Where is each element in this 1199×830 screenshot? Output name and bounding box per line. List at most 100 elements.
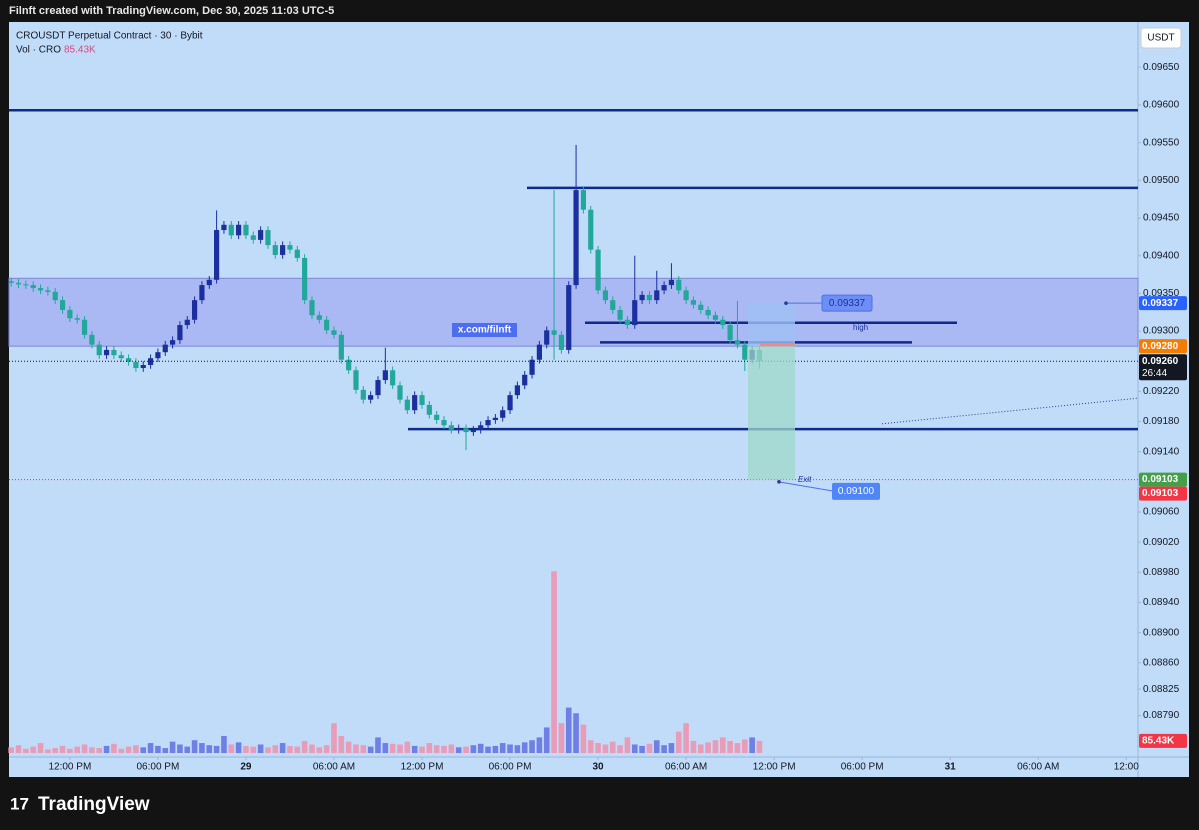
candle-body bbox=[580, 190, 587, 210]
candle-body bbox=[507, 395, 513, 411]
candle-body bbox=[500, 410, 506, 418]
candle-body bbox=[15, 282, 22, 285]
price-tag-countdown: 26:44 bbox=[1142, 368, 1167, 379]
currency-box[interactable] bbox=[1140, 27, 1182, 49]
candle-body bbox=[727, 325, 733, 341]
volume-bar bbox=[96, 748, 103, 753]
trend-line bbox=[881, 397, 1139, 425]
y-tick-label: 0.08940 bbox=[1143, 597, 1180, 608]
candle-body bbox=[67, 309, 73, 319]
volume-bar bbox=[734, 743, 741, 753]
volume-bar bbox=[155, 745, 161, 753]
volume-bar bbox=[492, 745, 499, 753]
candle-body bbox=[125, 358, 132, 362]
candle-body bbox=[184, 319, 190, 326]
volume-bar bbox=[235, 742, 242, 753]
x-tick-label: 06:00 PM bbox=[137, 762, 180, 773]
candle-body bbox=[375, 380, 381, 396]
candle-body bbox=[228, 224, 234, 236]
marker-dot bbox=[777, 480, 781, 484]
candle-body bbox=[514, 385, 520, 396]
candle-body bbox=[404, 399, 410, 411]
volume-bar bbox=[521, 742, 528, 753]
candle-body bbox=[199, 285, 205, 301]
volume-bar bbox=[441, 745, 447, 753]
volume-bar bbox=[646, 743, 653, 753]
candle-body bbox=[96, 344, 102, 356]
x-tick-label: 06:00 AM bbox=[1017, 762, 1059, 773]
y-tick-label: 0.09350 bbox=[1143, 288, 1180, 299]
candle-body bbox=[720, 319, 726, 326]
price-tag-label: 0.09103 bbox=[1142, 474, 1179, 485]
volume-bar bbox=[103, 745, 110, 753]
candle-body bbox=[661, 285, 667, 291]
price-tag bbox=[1139, 486, 1187, 501]
volume-bar bbox=[573, 713, 579, 753]
volume-bar bbox=[191, 740, 198, 753]
level-label: high bbox=[853, 323, 868, 332]
y-tick-label: 0.08860 bbox=[1143, 657, 1180, 668]
candle-body bbox=[536, 344, 542, 360]
x-tick-label: 06:00 PM bbox=[489, 762, 532, 773]
volume-bar bbox=[375, 737, 381, 753]
candle-body bbox=[397, 385, 403, 400]
volume-bar bbox=[595, 743, 601, 753]
volume-bar bbox=[199, 743, 205, 753]
attribution: Filnft created with TradingView.com, Dec… bbox=[9, 5, 334, 17]
chart-area bbox=[9, 22, 1189, 777]
volume-bar bbox=[411, 745, 418, 753]
candle-body bbox=[624, 319, 631, 326]
volume-bar bbox=[250, 746, 257, 753]
candle-body bbox=[353, 370, 359, 390]
y-tick-label: 0.09400 bbox=[1143, 250, 1180, 261]
plot-layer: high x.com/filnft 0.09337 Exit 0.09100 0.0965… bbox=[8, 62, 1187, 773]
volume-bar bbox=[543, 727, 550, 753]
x-tick-label: 12:00 PM bbox=[401, 762, 444, 773]
volume-title: Vol · CRO bbox=[16, 45, 61, 56]
volume-bar bbox=[609, 741, 616, 753]
candle-body bbox=[272, 245, 278, 255]
volume-bar bbox=[125, 746, 132, 753]
candle-body bbox=[118, 355, 124, 359]
marker-leader bbox=[778, 481, 833, 492]
candle-body bbox=[654, 290, 660, 301]
candle-body bbox=[89, 334, 95, 345]
x-tick-label: 12:00 PM bbox=[48, 762, 91, 773]
volume-bar bbox=[507, 744, 513, 753]
candle-body bbox=[74, 318, 80, 320]
candle-body bbox=[544, 330, 550, 345]
candle-body bbox=[23, 284, 29, 286]
volume-bar bbox=[477, 743, 484, 753]
volume-bar bbox=[169, 741, 176, 753]
x-tick-label: 29 bbox=[240, 762, 252, 773]
marker-dot bbox=[784, 301, 788, 305]
volume-bar bbox=[353, 744, 359, 753]
volume-bar bbox=[140, 747, 147, 753]
volume-bar bbox=[404, 741, 411, 753]
volume-bar bbox=[301, 740, 308, 753]
volume-bar bbox=[551, 571, 557, 753]
volume-bar bbox=[756, 740, 763, 753]
volume-bar bbox=[514, 745, 521, 753]
volume-bar bbox=[59, 745, 66, 753]
price-tag bbox=[1139, 354, 1187, 381]
volume-bar bbox=[243, 745, 249, 753]
volume-bar bbox=[74, 746, 81, 753]
volume-bar bbox=[8, 747, 15, 753]
candle-body bbox=[602, 290, 609, 301]
candle-body bbox=[470, 429, 476, 433]
volume-bar bbox=[37, 743, 44, 753]
candle-body bbox=[478, 425, 484, 430]
price-tag-label: 0.09337 bbox=[1142, 298, 1179, 309]
candle-body bbox=[441, 420, 447, 426]
volume-legend-value: 85.43K bbox=[64, 45, 96, 56]
volume-bar bbox=[184, 746, 191, 753]
volume-bar bbox=[213, 745, 220, 753]
candle-body bbox=[140, 365, 146, 369]
volume-bar bbox=[118, 748, 125, 753]
volume-bar bbox=[89, 747, 95, 753]
volume-bar bbox=[727, 740, 733, 753]
candle-body bbox=[52, 291, 58, 301]
volume-bar bbox=[45, 749, 51, 753]
